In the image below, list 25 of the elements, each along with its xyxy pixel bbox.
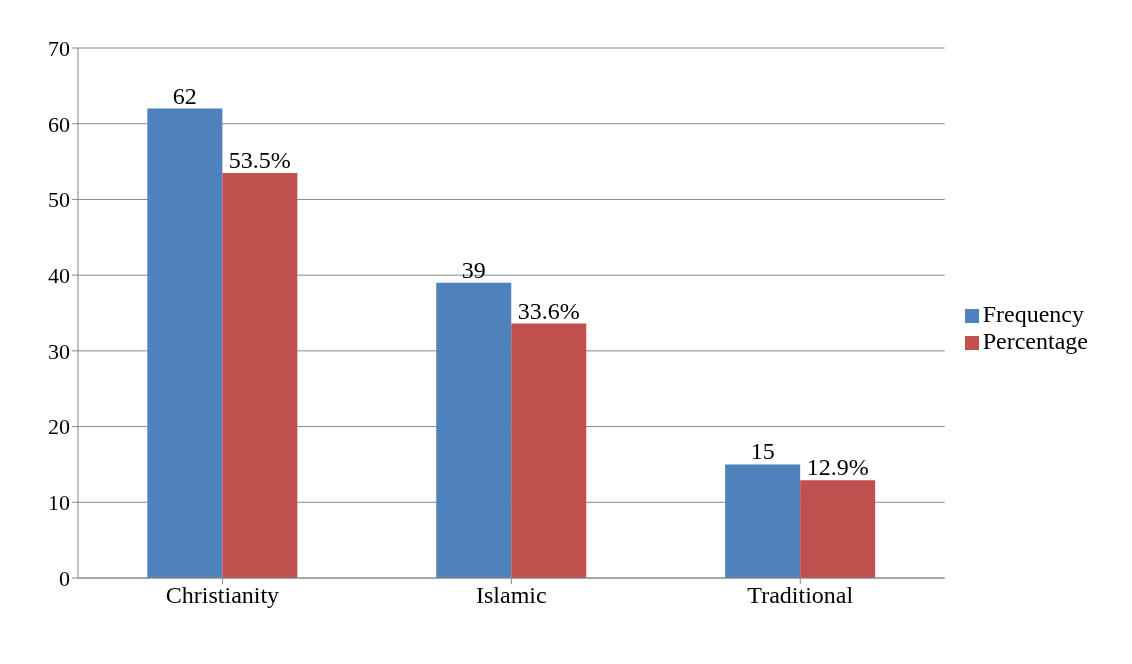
bar [800,480,876,578]
legend-label: Frequency [982,301,1085,327]
y-tick-label: 40 [48,262,70,288]
x-tick-label: Traditional [747,582,854,609]
y-tick-label: 30 [48,338,70,364]
data-label: 62 [172,82,197,109]
data-label: 15 [750,438,775,465]
bar [511,323,587,578]
data-label: 12.9% [806,454,869,481]
y-tick-label: 60 [48,111,70,137]
y-tick-label: 0 [59,565,70,591]
bar [147,108,223,578]
bar [725,464,801,578]
y-tick-label: 50 [48,187,70,213]
bar [222,172,298,578]
y-tick-label: 70 [48,35,70,61]
data-label: 53.5% [228,146,291,173]
x-tick-label: Christianity [165,582,280,609]
x-tick-label: Islamic [476,582,547,609]
data-label: 39 [461,256,486,283]
y-tick-label: 20 [48,414,70,440]
data-label: 33.6% [517,297,580,324]
legend-label: Percentage [982,328,1088,354]
bar [436,282,512,578]
y-tick-label: 10 [48,490,70,516]
